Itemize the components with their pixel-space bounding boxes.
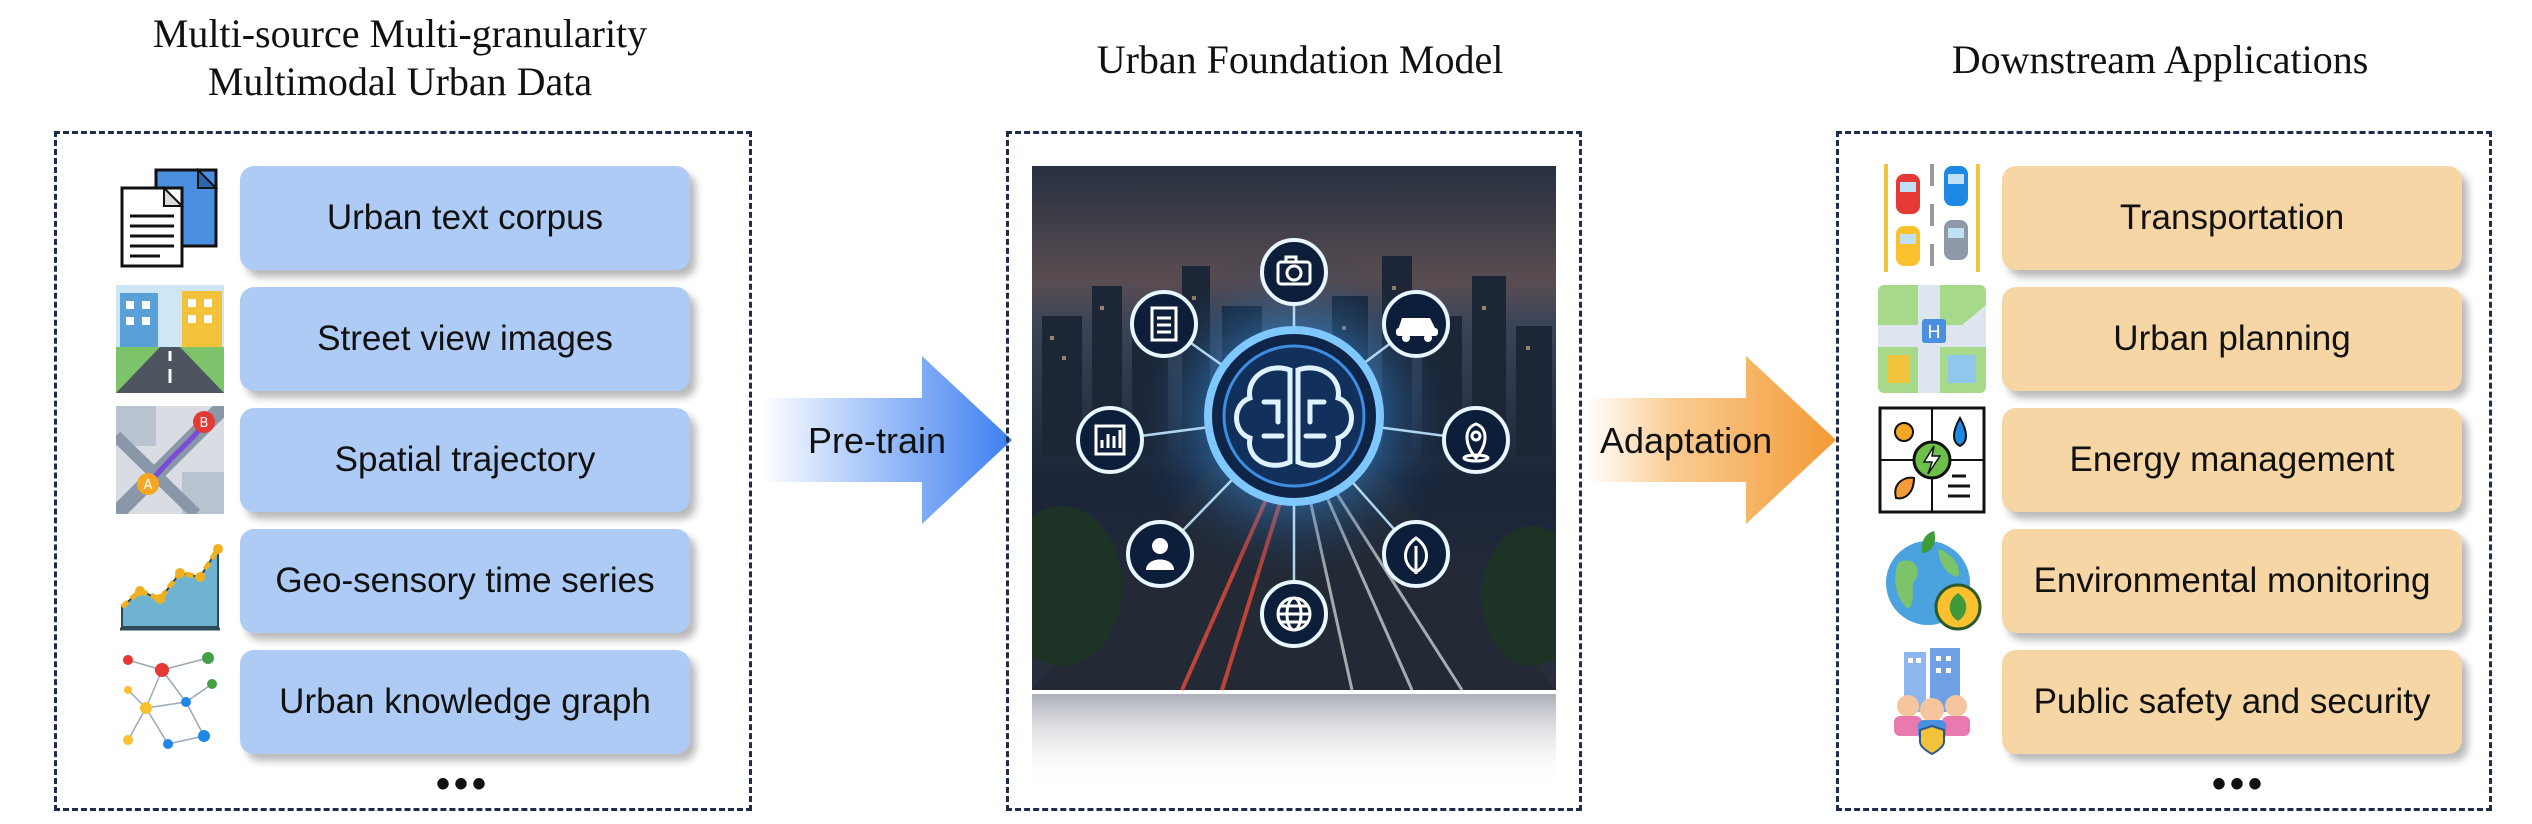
right-ellipsis: ••• [2212,762,2267,806]
car-icon [1396,318,1438,342]
list-item-knowledge-graph: Urban knowledge graph [116,648,690,756]
street-view-images-box: Street view images [240,287,690,391]
geo-sensory-time-series-box: Geo-sensory time series [240,529,690,633]
list-item-public-safety: Public safety and security [1878,648,2462,756]
list-item-transportation: Transportation [1878,164,2462,272]
public-safety-icon [1894,648,1970,756]
svg-text:A: A [144,478,153,493]
list-item-urban-planning: H Urban planning [1878,285,2462,393]
data-sources-panel [54,131,752,811]
traffic-icon [1878,164,1986,272]
adaptation-arrow [1586,356,1836,524]
left-ellipsis: ••• [436,762,491,806]
environmental-monitoring-box: Environmental monitoring [2002,529,2462,633]
list-item-trajectory: A B Spatial trajectory [116,406,690,514]
urban-knowledge-graph-box: Urban knowledge graph [240,650,690,754]
earth-leaf-icon [1886,531,1982,631]
document-icon [1150,306,1178,342]
brain-icon [1234,365,1354,468]
documents-icon [120,167,219,268]
list-item-street-view: Street view images [116,285,690,393]
svg-text:B: B [200,416,209,431]
foundation-model-illustration [1032,166,1556,788]
camera-icon [1276,255,1312,286]
spatial-trajectory-box: Spatial trajectory [240,408,690,512]
pretrain-arrow [762,356,1012,524]
list-item-time-series: Geo-sensory time series [116,527,690,635]
energy-management-box: Energy management [2002,408,2462,512]
applications-panel [1836,131,2492,811]
adaptation-label: Adaptation [1600,420,1773,461]
map-route-icon: A B [116,406,224,514]
globe-icon [1276,596,1312,632]
left-heading-line1: Multi-source Multi-granularity [152,11,648,56]
city-plan-icon: H [1878,285,1986,393]
line-chart-icon [120,544,223,631]
bar-chart-icon [1094,424,1126,456]
svg-text:H: H [1927,322,1941,343]
right-heading: Downstream Applications [1951,37,2369,82]
urban-planning-box: Urban planning [2002,287,2462,391]
left-heading: Multi-source Multi-granularity Multimoda… [60,10,740,106]
center-heading: Urban Foundation Model [1096,37,1504,82]
location-pin-icon [1462,422,1490,463]
energy-icon [1878,406,1986,514]
urban-text-corpus-box: Urban text corpus [240,166,690,270]
pretrain-label: Pre-train [808,420,947,461]
transportation-box: Transportation [2002,166,2462,270]
street-view-icon [116,285,224,393]
list-item-energy: Energy management [1878,406,2462,514]
list-item-environment: Environmental monitoring [1878,527,2462,635]
person-icon [1146,538,1174,570]
left-heading-line2: Multimodal Urban Data [207,59,593,104]
leaf-icon [1404,536,1428,574]
knowledge-graph-icon [123,652,217,749]
foundation-model-panel [1006,131,1582,811]
public-safety-box: Public safety and security [2002,650,2462,754]
list-item-text-corpus: Urban text corpus [116,164,690,272]
